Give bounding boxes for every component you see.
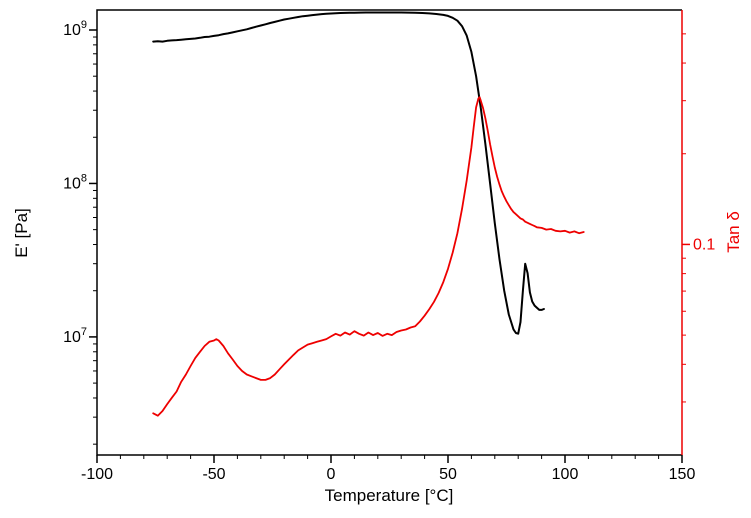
x-tick-label: -50 xyxy=(202,466,225,483)
series-storage-modulus xyxy=(152,11,545,335)
x-tick-label: -100 xyxy=(81,466,113,483)
x-tick-label: 150 xyxy=(669,466,696,483)
x-tick-label: 100 xyxy=(552,466,579,483)
y-right-tick-label: 0.1 xyxy=(693,236,715,253)
series-tan-delta xyxy=(152,96,585,417)
y-left-tick-label: 109 xyxy=(63,19,87,39)
x-tick-label: 50 xyxy=(439,466,457,483)
x-axis-title: Temperature [°C] xyxy=(324,486,454,505)
y-left-tick-label: 107 xyxy=(63,326,87,346)
x-tick-label: 0 xyxy=(327,466,336,483)
plot-frame xyxy=(96,9,682,456)
y-axis-left-title: E' [Pa] xyxy=(12,208,31,258)
y-left-tick-label: 108 xyxy=(63,172,87,192)
y-axis-right-title: Tan δ xyxy=(724,211,743,253)
